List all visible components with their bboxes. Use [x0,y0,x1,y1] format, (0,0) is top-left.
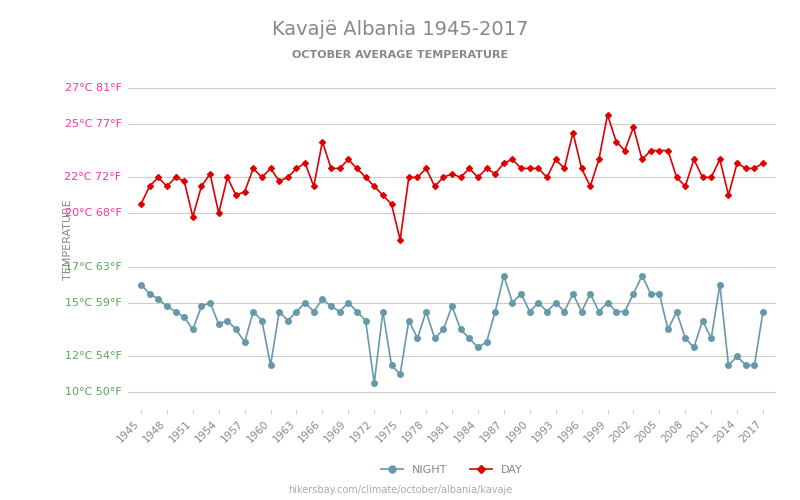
Text: 25°C 77°F: 25°C 77°F [65,118,122,128]
Text: 17°C 63°F: 17°C 63°F [65,262,122,272]
Legend: NIGHT, DAY: NIGHT, DAY [377,460,527,479]
Text: hikersbay.com/climate/october/albania/kavaje: hikersbay.com/climate/october/albania/ka… [288,485,512,495]
Y-axis label: TEMPERATURE: TEMPERATURE [62,200,73,280]
Text: 20°C 68°F: 20°C 68°F [65,208,122,218]
Text: 15°C 59°F: 15°C 59°F [65,298,122,308]
Text: 22°C 72°F: 22°C 72°F [64,172,122,182]
Text: 10°C 50°F: 10°C 50°F [65,387,122,397]
Text: OCTOBER AVERAGE TEMPERATURE: OCTOBER AVERAGE TEMPERATURE [292,50,508,60]
Text: Kavajë Albania 1945-2017: Kavajë Albania 1945-2017 [272,20,528,39]
Text: 12°C 54°F: 12°C 54°F [65,352,122,362]
Text: 27°C 81°F: 27°C 81°F [65,83,122,93]
